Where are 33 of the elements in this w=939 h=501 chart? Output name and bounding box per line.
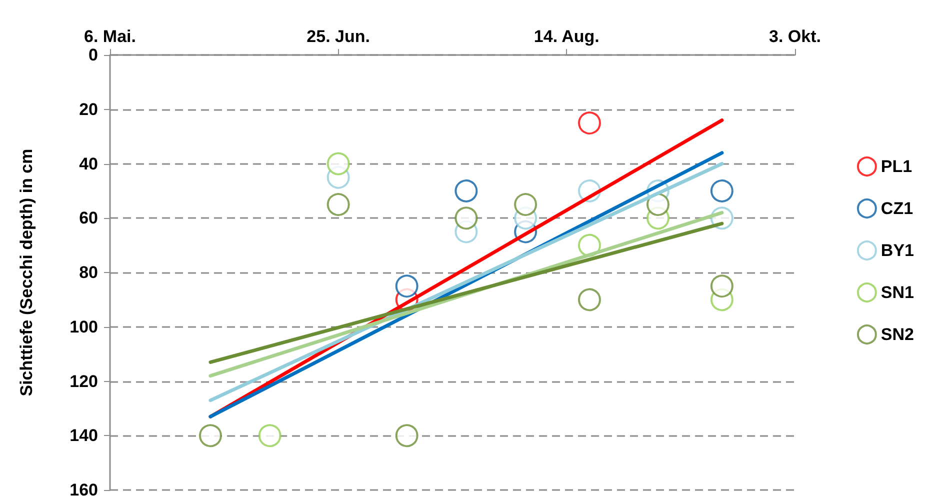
x-tick-label: 25. Jun. (306, 27, 370, 46)
y-tick-label: 60 (79, 208, 98, 228)
y-tick-label: 0 (88, 46, 98, 64)
point (710, 274, 734, 298)
point (578, 288, 601, 312)
point (514, 193, 538, 216)
point (326, 152, 350, 176)
x-tick-label: 6. Mai. (84, 27, 136, 46)
y-tick-label: 140 (70, 426, 98, 446)
legend-label: CZ1 (880, 199, 914, 218)
point (578, 111, 601, 134)
point (710, 179, 734, 202)
legend-label: PL1 (880, 157, 912, 176)
point (646, 193, 670, 216)
point (454, 179, 478, 202)
point (395, 274, 418, 298)
x-tick-label: 3. Okt. (769, 27, 821, 46)
y-tick-label: 160 (70, 480, 98, 500)
x-tick-label: 14. Aug. (534, 27, 600, 46)
legend-label: SN1 (880, 283, 914, 302)
legend-label: BY1 (880, 241, 914, 260)
y-axis-title: Sichttiefe (Secchi depth) in cm (17, 148, 36, 396)
point (258, 424, 282, 448)
point (395, 424, 418, 448)
point (326, 193, 350, 216)
y-tick-label: 80 (79, 263, 98, 282)
y-tick-label: 120 (70, 372, 98, 391)
point (198, 424, 222, 448)
y-tick-label: 100 (70, 317, 98, 336)
y-tick-label: 40 (79, 154, 98, 174)
legend-label: SN2 (880, 325, 914, 344)
point (454, 206, 478, 230)
y-tick-label: 20 (79, 100, 98, 119)
